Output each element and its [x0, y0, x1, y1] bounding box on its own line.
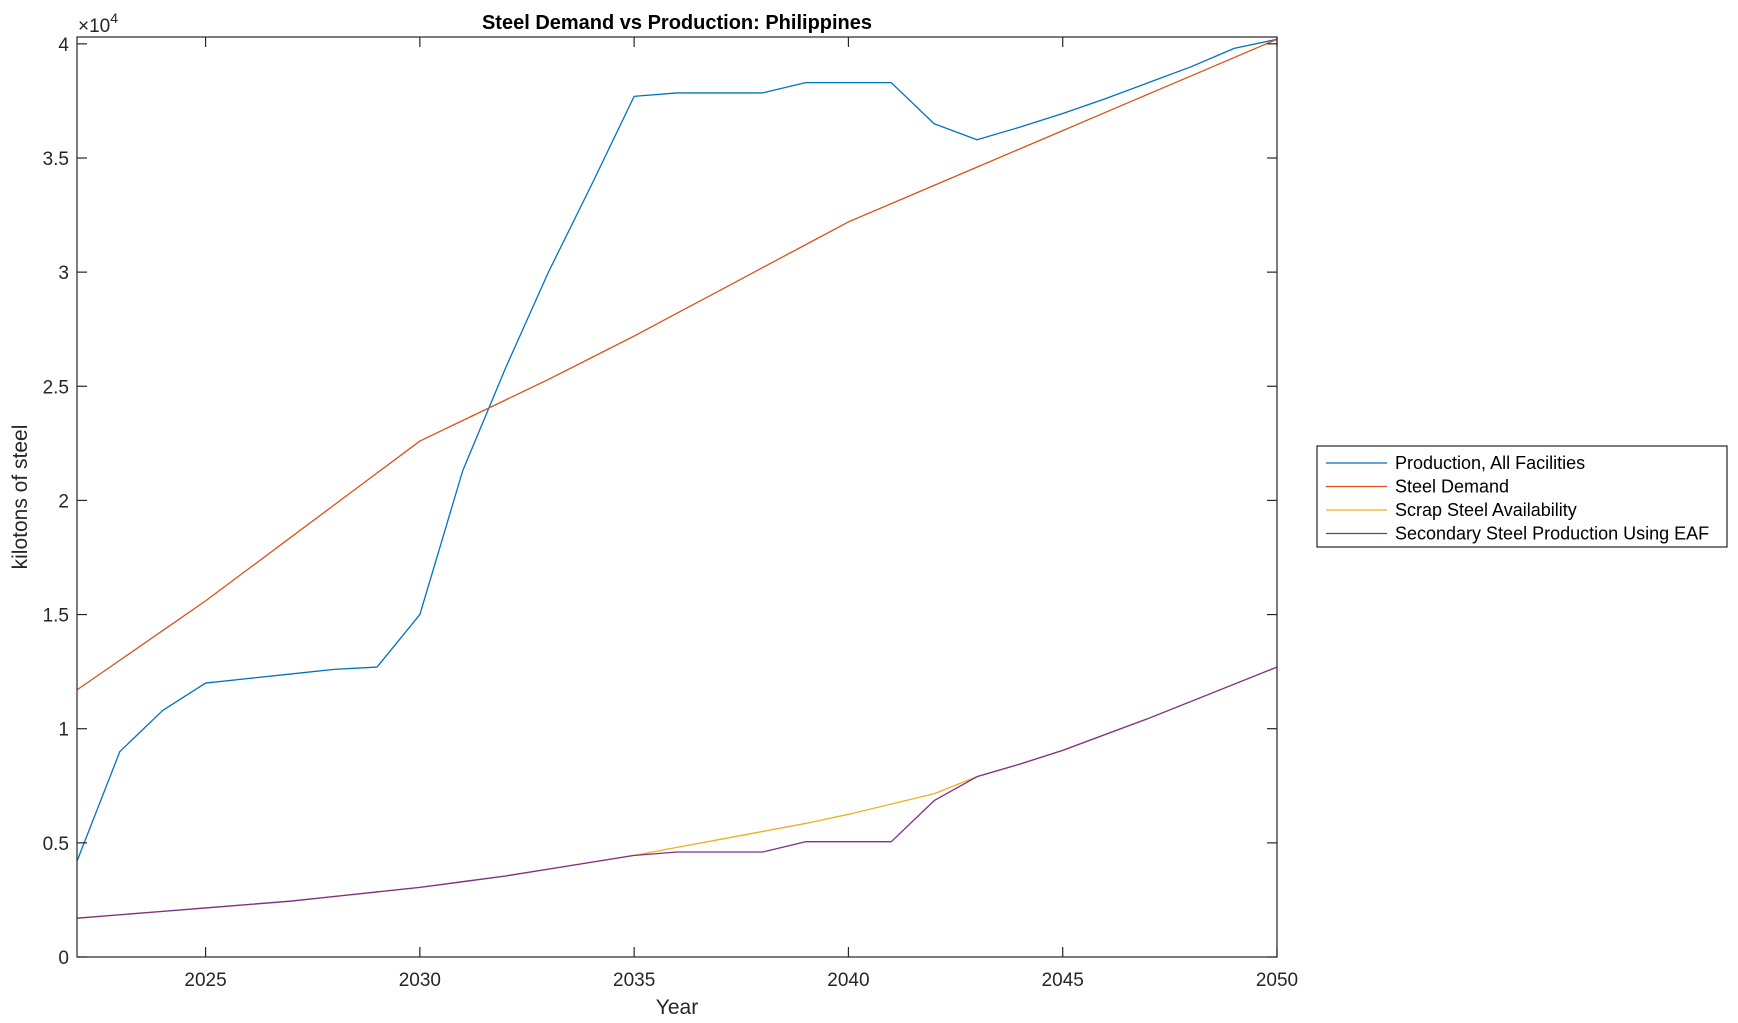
plot-background — [77, 37, 1277, 957]
series-line-secondary-steel-production-using-eaf — [76, 666, 1278, 919]
y-tick-label: 3 — [58, 263, 69, 284]
y-tick-label: 1.5 — [43, 606, 69, 627]
y-tick-label: 2.5 — [43, 377, 69, 398]
y-tick-label: 3.5 — [43, 149, 69, 170]
x-tick-label: 2050 — [1256, 970, 1298, 991]
y-tick-label: 0 — [58, 948, 69, 969]
y-axis-label: kilotons of steel — [9, 425, 32, 570]
legend-entry-label: Secondary Steel Production Using EAF — [1395, 524, 1709, 544]
legend: Production, All Facilities Steel Demand Sc… — [1316, 445, 1728, 548]
legend-entry-label: Production, All Facilities — [1395, 453, 1585, 473]
y-tick-label: 2 — [58, 491, 69, 512]
series-line-production-all-facilities — [76, 38, 1278, 862]
legend-entry-label: Scrap Steel Availability — [1395, 500, 1577, 520]
y-tick-label: 4 — [58, 35, 69, 56]
x-tick-label: 2035 — [613, 970, 655, 991]
chart-title: Steel Demand vs Production: Philippines — [482, 12, 872, 34]
y-tick-label: 0.5 — [43, 834, 69, 855]
x-tick-label: 2045 — [1042, 970, 1084, 991]
plot-area: 2025 2030 2035 2040 2045 2050 0 0.5 1 1.5 2 2.5 3 3.5… — [43, 35, 1299, 991]
series-line-steel-demand — [76, 38, 1278, 691]
y-axis-exponent-label: ×104 — [78, 10, 118, 37]
x-tick-label: 2030 — [399, 970, 441, 991]
axes-box — [76, 36, 1278, 958]
x-axis-label: Year — [656, 996, 698, 1019]
x-tick-label: 2040 — [827, 970, 869, 991]
y-tick-label: 1 — [58, 720, 69, 741]
exponent-power: 4 — [110, 10, 118, 26]
exponent-base: ×10 — [78, 16, 110, 37]
legend-entry-label: Steel Demand — [1395, 477, 1509, 497]
svg-text:×104: ×104 — [78, 10, 118, 37]
x-tick-label: 2025 — [184, 970, 226, 991]
